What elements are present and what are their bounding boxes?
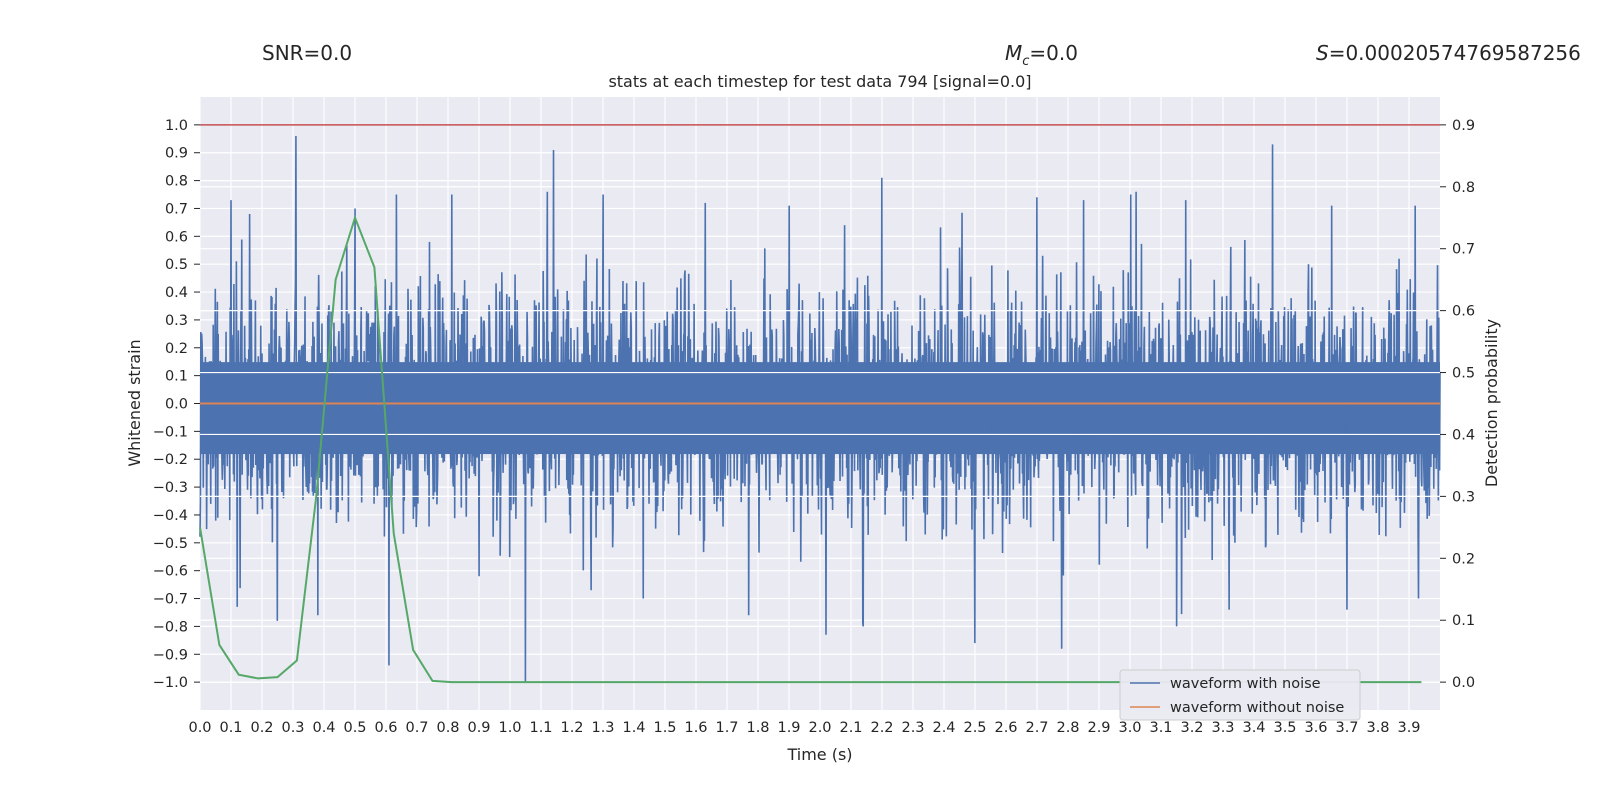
mc-symbol: M xyxy=(1005,41,1022,65)
y2-axis-ticks: 0.9 0.8 0.7 0.6 0.5 0.4 0.3 0.2 0.1 0.0 xyxy=(1440,118,1475,691)
y-tick-label: −0.8 xyxy=(153,619,188,635)
x-tick-label: 2.2 xyxy=(870,720,893,736)
x-tick-label: 2.1 xyxy=(839,720,862,736)
x-tick-label: 0.9 xyxy=(467,720,490,736)
x-tick-label: 2.0 xyxy=(808,720,831,736)
y-tick-label: 0.0 xyxy=(165,397,188,413)
x-tick-label: 2.7 xyxy=(1025,720,1048,736)
noise-series-waveform-with-noise xyxy=(199,136,1441,683)
y-tick-label: 0.9 xyxy=(165,146,188,162)
y-tick-label: −0.9 xyxy=(153,647,188,663)
x-tick-label: 1.3 xyxy=(591,720,614,736)
y2-tick-label: 0.9 xyxy=(1452,118,1475,134)
x-tick-label: 1.4 xyxy=(622,720,645,736)
x-tick-label: 1.6 xyxy=(684,720,707,736)
x-tick-label: 3.6 xyxy=(1304,720,1327,736)
x-tick-label: 0.8 xyxy=(436,720,459,736)
chirp-mass-stat: Mc=0.0 xyxy=(1005,41,1078,69)
y-tick-label: 0.8 xyxy=(165,174,188,190)
mc-value: =0.0 xyxy=(1029,41,1078,65)
x-tick-label: 0.7 xyxy=(405,720,428,736)
x-tick-label: 1.0 xyxy=(498,720,521,736)
x-tick-label: 2.5 xyxy=(963,720,986,736)
y-tick-label: 0.3 xyxy=(165,313,188,329)
snr-stat: SNR=0.0 xyxy=(262,41,352,65)
legend-box xyxy=(1119,669,1361,721)
y-tick-label: 0.4 xyxy=(165,285,188,301)
x-tick-label: 3.3 xyxy=(1211,720,1234,736)
y-tick-label: 0.5 xyxy=(165,257,188,273)
y2-tick-label: 0.5 xyxy=(1452,366,1475,382)
x-tick-label: 0.6 xyxy=(374,720,397,736)
x-tick-label: 2.9 xyxy=(1087,720,1110,736)
x-tick-label: 1.5 xyxy=(653,720,676,736)
s-value: =0.00020574769587256 xyxy=(1329,41,1581,65)
y-tick-label: −0.4 xyxy=(153,508,188,524)
legend-label-clean: waveform without noise xyxy=(1170,700,1344,716)
y2-tick-label: 0.3 xyxy=(1452,489,1475,505)
y-tick-label: 0.2 xyxy=(165,341,188,357)
y2-tick-label: 0.2 xyxy=(1452,551,1475,567)
y2-tick-label: 0.0 xyxy=(1452,675,1475,691)
y-tick-label: −0.7 xyxy=(153,592,188,608)
y-axis-ticks: 1.0 0.9 0.8 0.7 0.6 0.5 0.4 0.3 0.2 0.1 0.0 −0.1 −0.… xyxy=(153,118,200,691)
chart-title: stats at each timestep for test data 794… xyxy=(608,72,1031,91)
mc-subscript: c xyxy=(1022,54,1029,69)
legend-label-noise: waveform with noise xyxy=(1170,676,1321,692)
x-tick-label: 3.1 xyxy=(1149,720,1172,736)
y-axis-label: Whitened strain xyxy=(125,339,144,466)
x-tick-label: 1.8 xyxy=(746,720,769,736)
x-tick-label: 2.4 xyxy=(932,720,955,736)
x-tick-label: 3.2 xyxy=(1180,720,1203,736)
x-axis-label: Time (s) xyxy=(786,745,852,764)
x-tick-label: 1.9 xyxy=(777,720,800,736)
y-tick-label: −0.5 xyxy=(153,536,188,552)
y2-tick-label: 0.7 xyxy=(1452,242,1475,258)
noise-waveform-line xyxy=(199,136,1441,683)
legend: waveform with noise waveform without noi… xyxy=(1119,669,1361,721)
x-tick-label: 2.3 xyxy=(901,720,924,736)
x-tick-label: 0.1 xyxy=(219,720,242,736)
s-stat: S=0.00020574769587256 xyxy=(1316,41,1581,65)
y-tick-label: −0.1 xyxy=(153,424,188,440)
x-tick-label: 2.6 xyxy=(994,720,1017,736)
x-tick-label: 3.8 xyxy=(1366,720,1389,736)
x-tick-label: 0.0 xyxy=(188,720,211,736)
y-tick-label: −0.2 xyxy=(153,452,188,468)
y-tick-label: −1.0 xyxy=(153,675,188,691)
x-tick-label: 1.1 xyxy=(529,720,552,736)
x-tick-label: 3.7 xyxy=(1335,720,1358,736)
y-tick-label: 0.6 xyxy=(165,229,188,245)
x-tick-label: 3.9 xyxy=(1397,720,1420,736)
y2-tick-label: 0.4 xyxy=(1452,427,1475,443)
x-tick-label: 0.3 xyxy=(281,720,304,736)
series-detection-probability xyxy=(199,214,1422,684)
y2-tick-label: 0.6 xyxy=(1452,304,1475,320)
x-tick-label: 3.5 xyxy=(1273,720,1296,736)
y-tick-label: 0.7 xyxy=(165,201,188,217)
y2-tick-label: 0.1 xyxy=(1452,613,1475,629)
y-tick-label: −0.6 xyxy=(153,564,188,580)
detection-probability-line xyxy=(199,214,1422,684)
x-tick-label: 2.8 xyxy=(1056,720,1079,736)
x-tick-label: 0.4 xyxy=(312,720,335,736)
x-tick-label: 3.0 xyxy=(1118,720,1141,736)
x-tick-label: 0.2 xyxy=(250,720,273,736)
x-tick-label: 0.5 xyxy=(343,720,366,736)
y2-axis-label: Detection probability xyxy=(1482,319,1501,487)
x-axis-ticks: 0.0 0.1 0.2 0.3 0.4 0.5 0.6 0.7 0.8 0.9 1.0 1.1 1.2 1… xyxy=(188,720,1420,736)
y-tick-label: −0.3 xyxy=(153,480,188,496)
s-symbol: S xyxy=(1316,41,1329,65)
x-tick-label: 1.7 xyxy=(715,720,738,736)
y2-tick-label: 0.8 xyxy=(1452,180,1475,196)
x-tick-label: 3.4 xyxy=(1242,720,1265,736)
x-tick-label: 1.2 xyxy=(560,720,583,736)
y-tick-label: 0.1 xyxy=(165,369,188,385)
y-tick-label: 1.0 xyxy=(165,118,188,134)
